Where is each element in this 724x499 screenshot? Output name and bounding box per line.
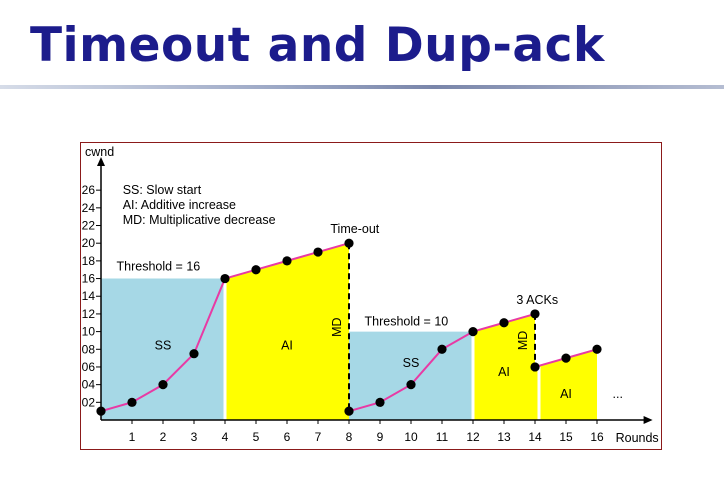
y-tick-label: 20: [82, 236, 96, 250]
threshold-16-label: Threshold = 16: [117, 260, 201, 274]
region-label: AI: [281, 338, 293, 352]
x-axis-label: Rounds: [616, 431, 659, 445]
region-ai-5: [535, 349, 597, 420]
legend-entry: MD: Multiplicative decrease: [123, 213, 276, 227]
cwnd-point: [530, 309, 540, 319]
y-tick-label: 14: [82, 289, 96, 303]
x-tick-label: 11: [436, 430, 449, 444]
region-ss-1: [101, 278, 225, 420]
cwnd-chart: 1 2 3 4 5 6 7 8 9 10 11 12 13 14 15 1602040608101214161…: [82, 145, 659, 445]
x-tick-label: 1: [129, 430, 136, 444]
region-ai-4: [473, 313, 535, 420]
cwnd-point: [499, 318, 509, 328]
x-axis-arrow: [643, 416, 653, 424]
cwnd-point: [189, 349, 199, 359]
region-ai-2: [225, 243, 349, 420]
cwnd-point: [344, 238, 354, 248]
region-label: SS: [403, 356, 420, 370]
x-tick-label: 8: [346, 430, 353, 444]
x-tick-label: 9: [377, 430, 384, 444]
cwnd-point: [561, 353, 571, 363]
cwnd-point: [127, 397, 137, 407]
y-tick-label: 22: [82, 219, 96, 233]
title-divider: [0, 85, 724, 89]
cwnd-point: [313, 247, 323, 257]
cwnd-point: [220, 273, 230, 284]
x-tick-label: 10: [404, 430, 418, 444]
x-tick-label: 6: [284, 430, 291, 444]
region-label: AI: [560, 387, 572, 401]
cwnd-point: [282, 256, 292, 266]
y-tick-label: 24: [82, 201, 96, 215]
y-tick-label: 10: [82, 325, 96, 339]
y-tick-label: 04: [82, 378, 96, 392]
threshold-10-label: Threshold = 10: [365, 315, 449, 329]
y-tick-label: 06: [82, 360, 96, 374]
cwnd-point: [344, 406, 354, 416]
cwnd-point: [437, 344, 447, 354]
cwnd-point: [530, 362, 540, 372]
x-tick-label: 3: [191, 430, 198, 444]
cwnd-point: [406, 380, 416, 390]
x-tick-label: 12: [466, 430, 480, 444]
y-tick-label: 16: [82, 272, 96, 286]
y-tick-label: 26: [82, 183, 96, 197]
md-label: MD: [516, 331, 530, 350]
region-label: AI: [498, 365, 510, 379]
x-tick-label: 16: [590, 430, 604, 444]
legend-entry: SS: Slow start: [123, 183, 202, 197]
md-label: MD: [330, 317, 344, 336]
x-tick-label: 4: [222, 430, 229, 444]
y-tick-label: 08: [82, 342, 96, 356]
x-tick-label: 2: [160, 430, 167, 444]
cwnd-point: [468, 327, 478, 337]
x-tick-label: 5: [253, 430, 260, 444]
x-tick-label: 15: [559, 430, 573, 444]
cwnd-point: [158, 380, 168, 390]
chart-frame: 1 2 3 4 5 6 7 8 9 10 11 12 13 14 15 16 02 04 06 08 10 12 14 16 1…: [80, 142, 662, 450]
cwnd-point: [251, 265, 261, 275]
x-tick-label: 7: [315, 430, 322, 444]
y-tick-label: 12: [82, 307, 96, 321]
cwnd-point: [592, 344, 602, 354]
y-axis-arrow: [97, 157, 105, 166]
y-axis-label: cwnd: [85, 145, 114, 159]
cwnd-point: [375, 397, 385, 407]
acks-label: 3 ACKs: [516, 293, 558, 307]
timeout-label: Time-out: [330, 222, 379, 236]
x-tick-label: 13: [497, 430, 511, 444]
legend-entry: AI: Additive increase: [123, 198, 236, 212]
region-label: SS: [155, 338, 172, 352]
cwnd-point: [96, 406, 106, 416]
slide-title: Timeout and Dup-ack: [30, 18, 605, 73]
y-tick-label: 18: [82, 254, 96, 268]
x-tick-label: 14: [528, 430, 542, 444]
y-tick-label: 02: [82, 395, 96, 409]
ellipsis: ...: [613, 387, 623, 401]
